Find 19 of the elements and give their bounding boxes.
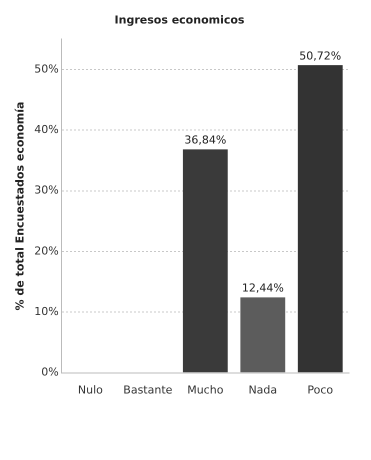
data-label: 36,84% [184,134,226,147]
chart-title: Ingresos economicos [114,13,245,26]
y-tick-label: 30% [34,184,59,197]
y-axis-title: % de total Encuestados economía [13,102,26,310]
y-tick-label: 20% [34,244,59,258]
data-label: 50,72% [299,50,342,63]
y-tick-label: 0% [41,366,59,379]
x-tick-label: Bastante [123,383,173,396]
x-tick-label: Nulo [78,383,104,396]
x-tick-label: Nada [248,383,278,396]
bar [240,297,286,372]
bar [182,149,228,372]
y-tick-label: 40% [34,123,59,136]
y-tick-label: 10% [34,305,59,318]
x-tick-label: Poco [307,383,334,396]
bar [298,65,343,372]
x-tick-label: Mucho [187,383,224,396]
data-label: 12,44% [242,282,284,295]
y-tick-label: 50% [34,62,59,76]
